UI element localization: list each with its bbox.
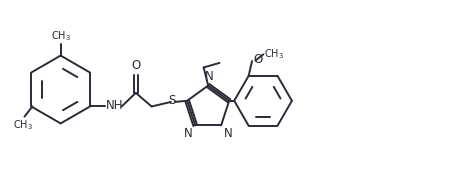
Text: NH: NH bbox=[106, 99, 123, 112]
Text: O: O bbox=[254, 54, 263, 66]
Text: N: N bbox=[184, 127, 193, 140]
Text: CH$_3$: CH$_3$ bbox=[13, 118, 33, 132]
Text: N: N bbox=[224, 127, 232, 140]
Text: CH$_3$: CH$_3$ bbox=[51, 29, 71, 43]
Text: O: O bbox=[131, 59, 140, 72]
Text: S: S bbox=[168, 94, 176, 107]
Text: N: N bbox=[205, 70, 214, 83]
Text: CH$_3$: CH$_3$ bbox=[265, 47, 285, 61]
